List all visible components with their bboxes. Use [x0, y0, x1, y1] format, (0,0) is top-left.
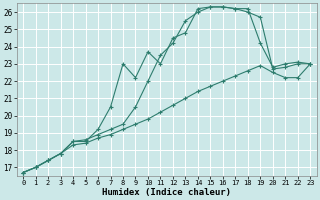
X-axis label: Humidex (Indice chaleur): Humidex (Indice chaleur) [102, 188, 231, 197]
